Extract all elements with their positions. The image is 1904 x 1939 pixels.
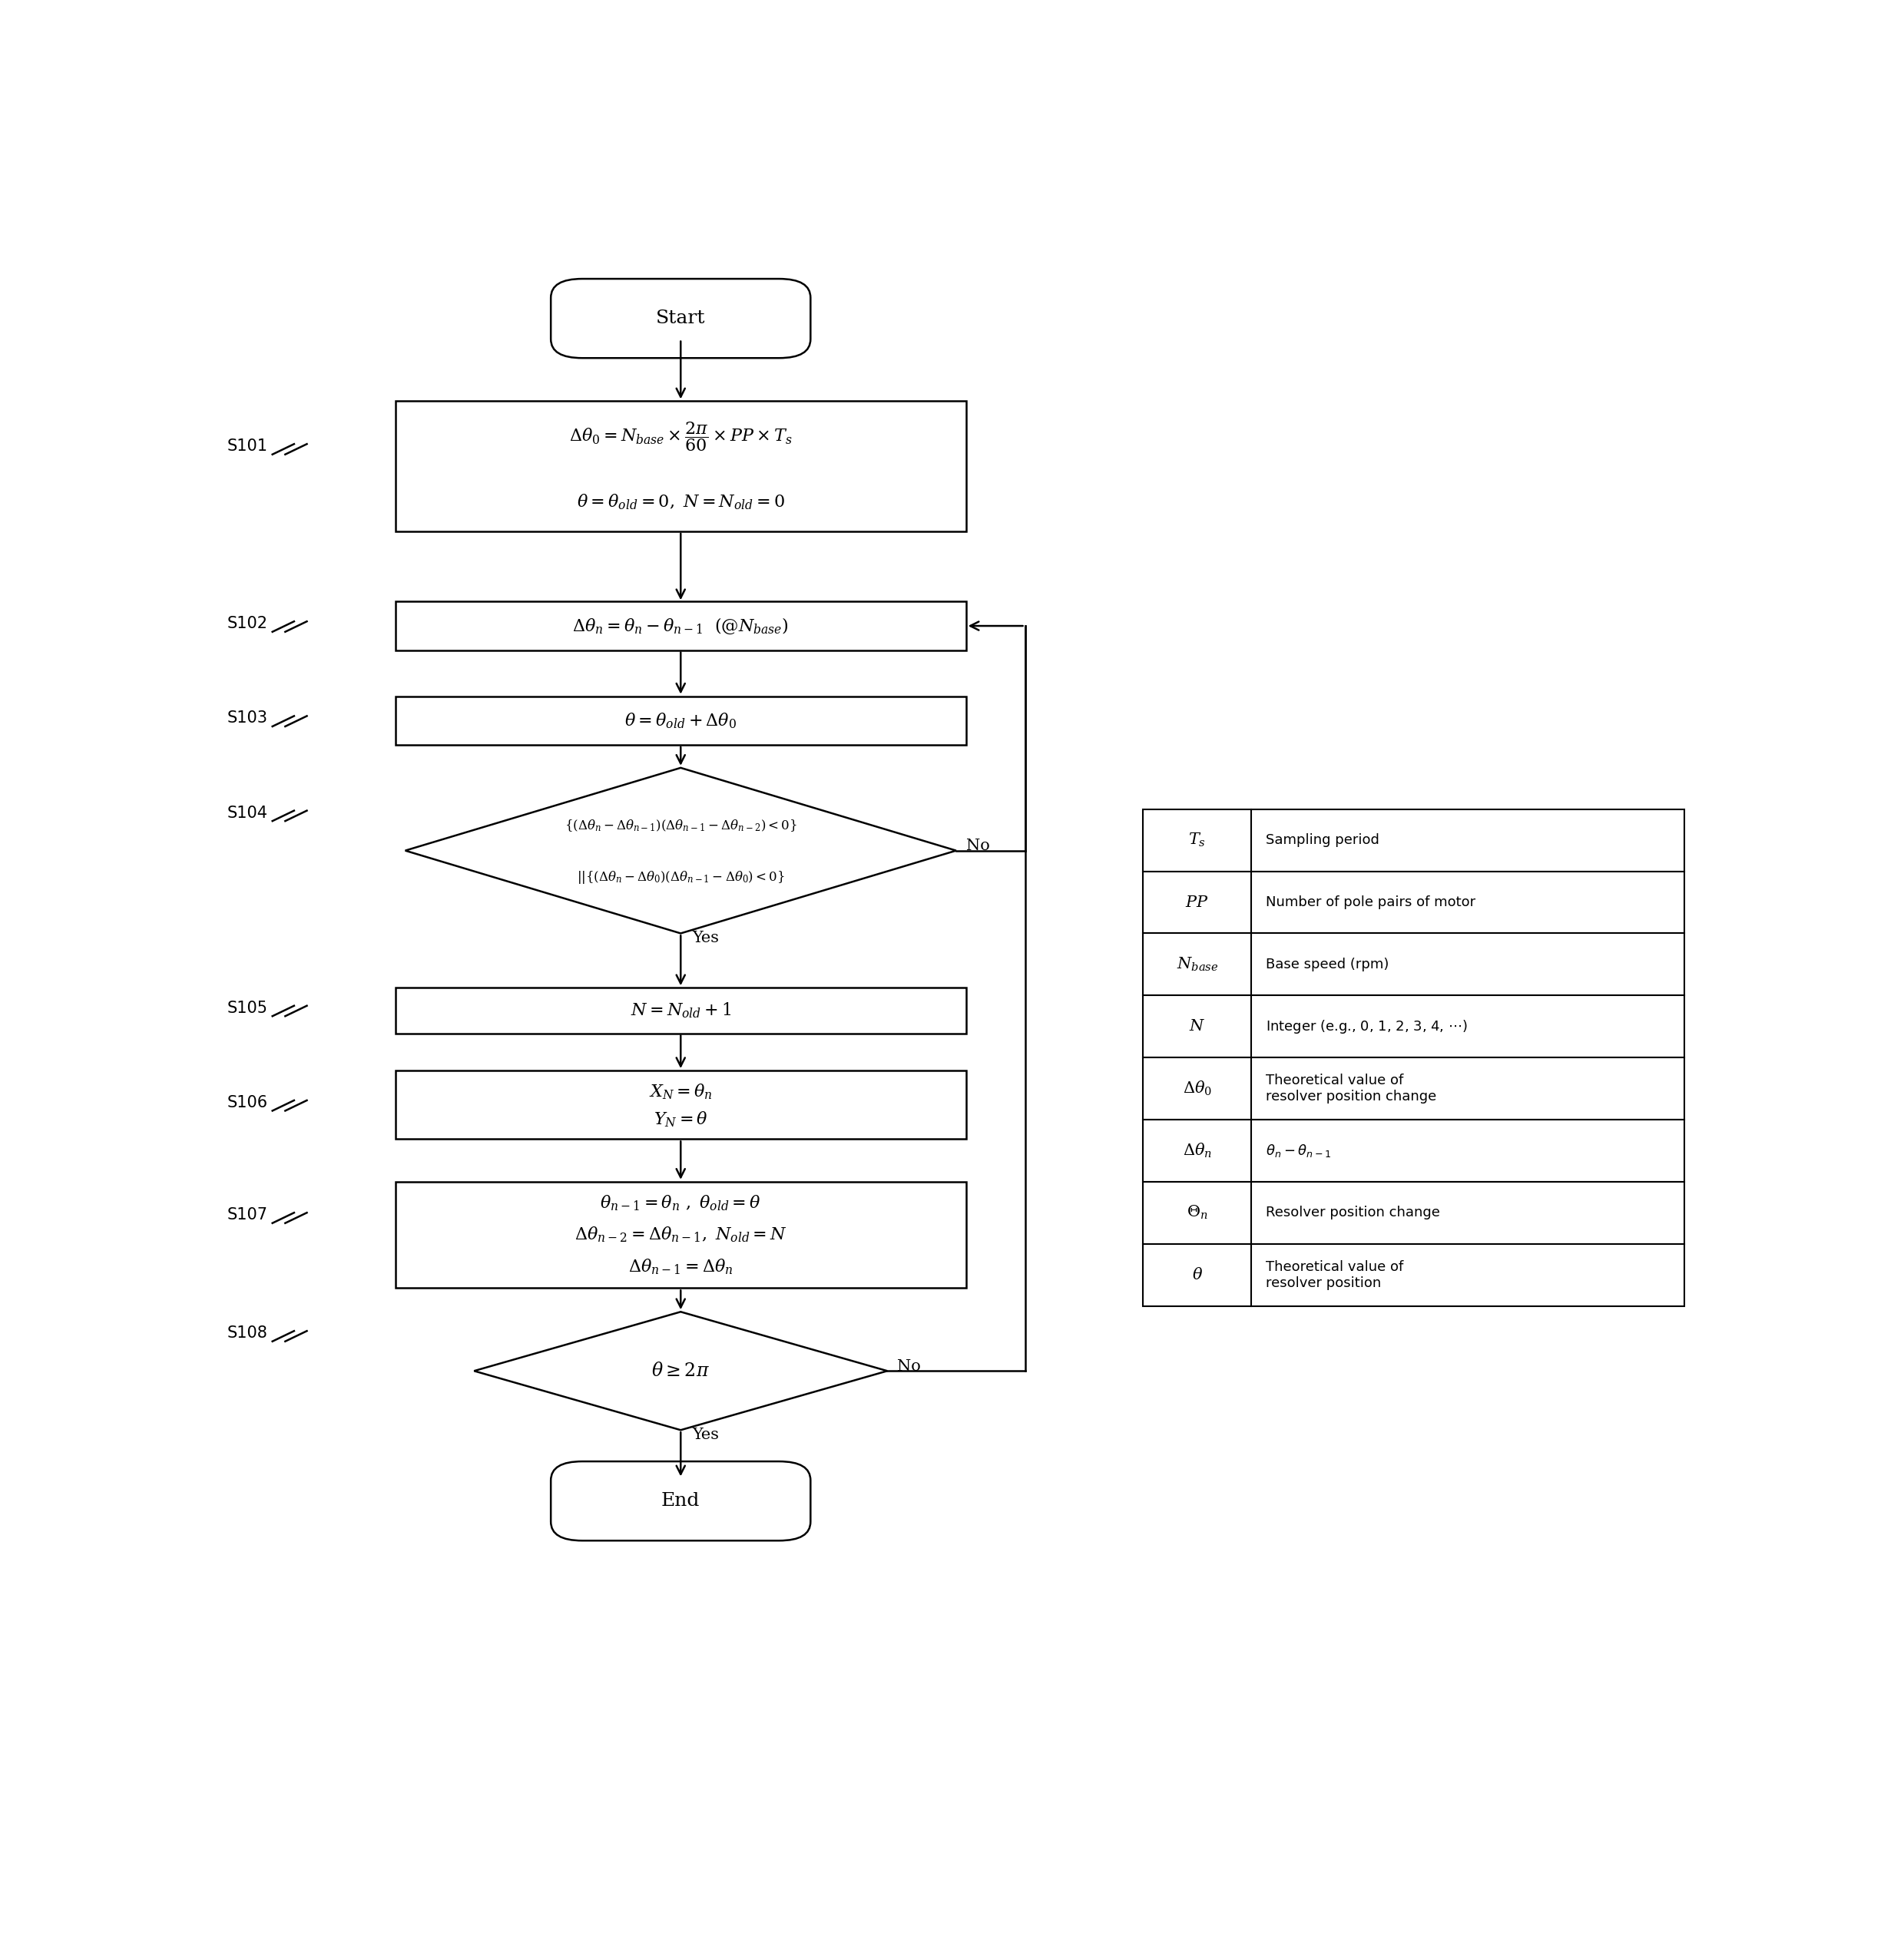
Text: Yes: Yes [693,931,720,946]
Text: Yes: Yes [693,1427,720,1443]
Text: Resolver position change: Resolver position change [1266,1206,1439,1220]
Text: Sampling period: Sampling period [1266,834,1380,847]
Text: S105: S105 [227,1001,267,1016]
Text: S103: S103 [227,710,267,725]
Text: $\Delta\theta_{n-2} = \Delta\theta_{n-1},\ N_{old} = N$: $\Delta\theta_{n-2} = \Delta\theta_{n-1}… [575,1225,786,1245]
Text: S102: S102 [227,617,267,632]
Text: $\theta_{n-1} = \theta_n\ ,\ \theta_{old} = \theta$: $\theta_{n-1} = \theta_n\ ,\ \theta_{old… [600,1194,762,1212]
Text: Theoretical value of
resolver position: Theoretical value of resolver position [1266,1260,1403,1289]
Text: $PP$: $PP$ [1186,896,1209,909]
Bar [396,696,965,745]
Text: $N$: $N$ [1188,1020,1205,1033]
Bar [1142,1243,1683,1305]
Text: $\{(\Delta\theta_n - \Delta\theta_{n-1})(\Delta\theta_{n-1} - \Delta\theta_{n-2}: $\{(\Delta\theta_n - \Delta\theta_{n-1})… [564,818,798,834]
Text: Start: Start [655,310,706,328]
Text: $\Delta\theta_n = \theta_n - \theta_{n-1}\ \ (@N_{base})$: $\Delta\theta_n = \theta_n - \theta_{n-1… [573,617,788,636]
Bar [1142,809,1683,871]
Bar [396,401,965,531]
Text: $N_{base}$: $N_{base}$ [1177,956,1219,973]
Bar [1142,995,1683,1057]
Text: $\theta \geq 2\pi$: $\theta \geq 2\pi$ [651,1361,710,1381]
Bar [1142,1181,1683,1243]
Text: $N = N_{old} + 1$: $N = N_{old} + 1$ [630,1001,731,1020]
Text: $\theta_n-\theta_{n-1}$: $\theta_n-\theta_{n-1}$ [1266,1142,1331,1160]
Text: Theoretical value of
resolver position change: Theoretical value of resolver position c… [1266,1074,1438,1103]
Text: Base speed (rpm): Base speed (rpm) [1266,958,1390,971]
Text: S108: S108 [227,1326,267,1342]
Text: $\Delta\theta_n$: $\Delta\theta_n$ [1182,1142,1211,1160]
Text: Number of pole pairs of motor: Number of pole pairs of motor [1266,896,1476,909]
Text: $\Theta_n$: $\Theta_n$ [1186,1204,1207,1222]
Bar [1142,933,1683,995]
Bar [396,1070,965,1138]
FancyBboxPatch shape [550,279,811,359]
Text: $T_s$: $T_s$ [1188,832,1205,849]
Text: $Y_N = \theta$: $Y_N = \theta$ [653,1111,708,1128]
Text: S104: S104 [227,805,267,820]
Bar [1142,871,1683,933]
Text: End: End [661,1493,701,1510]
Text: Integer (e.g., 0, 1, 2, 3, 4, $\cdots$): Integer (e.g., 0, 1, 2, 3, 4, $\cdots$) [1266,1018,1468,1035]
Polygon shape [406,768,956,933]
Bar [396,987,965,1033]
Text: $\Delta\theta_0 = N_{base} \times \dfrac{2\pi}{60} \times PP \times T_s$: $\Delta\theta_0 = N_{base} \times \dfrac… [569,421,792,454]
Text: S107: S107 [227,1208,267,1224]
Polygon shape [474,1313,887,1431]
Text: $\Delta\theta_{n-1} = \Delta\theta_n$: $\Delta\theta_{n-1} = \Delta\theta_n$ [628,1256,733,1276]
FancyBboxPatch shape [550,1462,811,1542]
Text: $\theta = \theta_{old} + \Delta\theta_0$: $\theta = \theta_{old} + \Delta\theta_0$ [625,712,737,729]
Text: No: No [965,838,990,853]
Text: $\theta$: $\theta$ [1192,1268,1203,1282]
Text: S106: S106 [227,1096,267,1111]
Bar [1142,1119,1683,1181]
Text: $\theta = \theta_{old} = 0,\ N = N_{old} = 0$: $\theta = \theta_{old} = 0,\ N = N_{old}… [577,493,784,512]
Bar [396,601,965,650]
Text: $\Delta\theta_0$: $\Delta\theta_0$ [1182,1080,1211,1097]
Bar [1142,1057,1683,1119]
Text: $X_N = \theta_n$: $X_N = \theta_n$ [649,1082,712,1101]
Text: S101: S101 [227,438,267,454]
Text: No: No [897,1359,922,1373]
Bar [396,1181,965,1287]
Text: $||\{(\Delta\theta_n - \Delta\theta_0)(\Delta\theta_{n-1} - \Delta\theta_0) < 0\: $||\{(\Delta\theta_n - \Delta\theta_0)(\… [577,869,784,886]
